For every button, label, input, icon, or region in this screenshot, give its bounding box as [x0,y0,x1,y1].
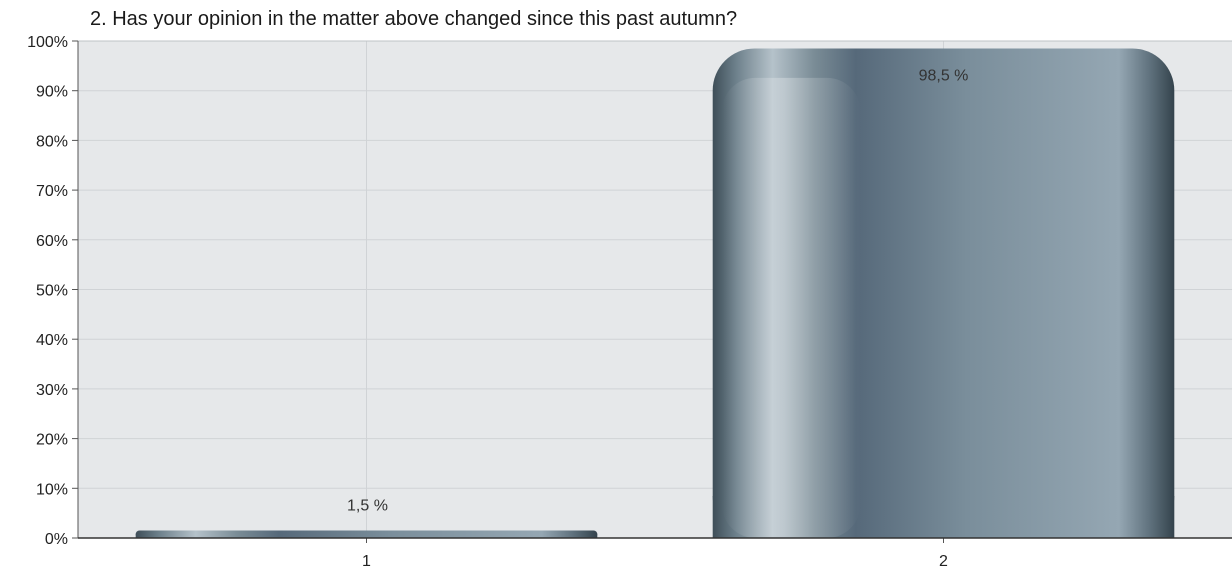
bar-highlight [721,77,861,538]
x-tick-label: 2 [939,553,948,570]
bar-data-label: 98,5 % [919,67,969,84]
x-tick-label: 1 [362,553,371,570]
y-tick-label: 40% [36,332,68,349]
y-tick-label: 30% [36,382,68,399]
y-tick-label: 70% [36,183,68,200]
y-tick-label: 50% [36,283,68,300]
y-tick-label: 0% [45,531,68,548]
y-tick-label: 60% [36,233,68,250]
bar-base [135,534,598,538]
y-tick-label: 10% [36,481,68,498]
y-tick-label: 100% [27,34,68,51]
bar-data-label: 1,5 % [347,498,388,515]
y-tick-label: 80% [36,133,68,150]
chart-title: 2. Has your opinion in the matter above … [90,8,738,30]
y-tick-label: 20% [36,432,68,449]
y-tick-label: 90% [36,84,68,101]
